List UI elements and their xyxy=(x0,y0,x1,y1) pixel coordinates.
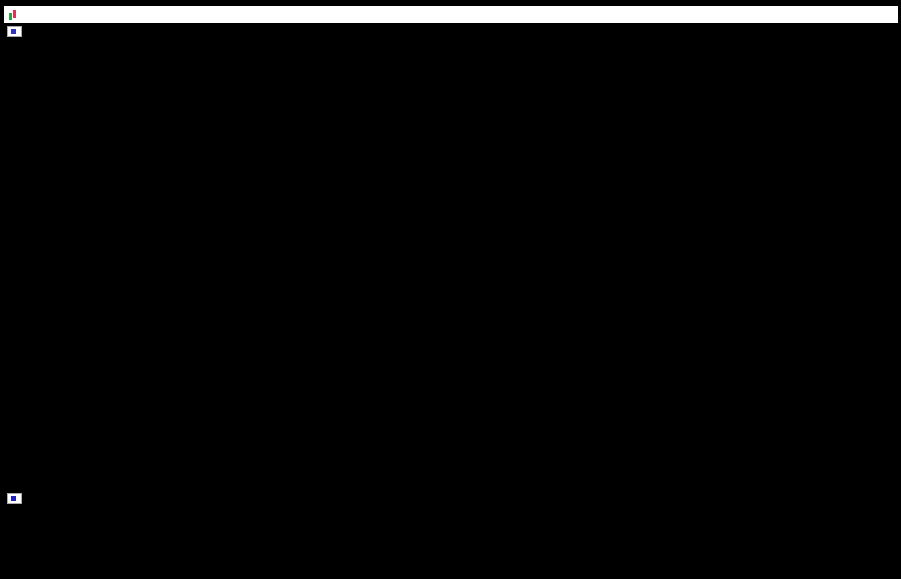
stochastic-color-swatch xyxy=(11,496,16,501)
rsi-color-swatch xyxy=(11,29,16,34)
title-bar xyxy=(4,6,898,23)
stochastic-legend-chip[interactable] xyxy=(7,493,22,504)
rsi-legend-chip[interactable] xyxy=(7,26,22,37)
footnote xyxy=(7,483,13,490)
candlestick-icon xyxy=(8,9,18,20)
